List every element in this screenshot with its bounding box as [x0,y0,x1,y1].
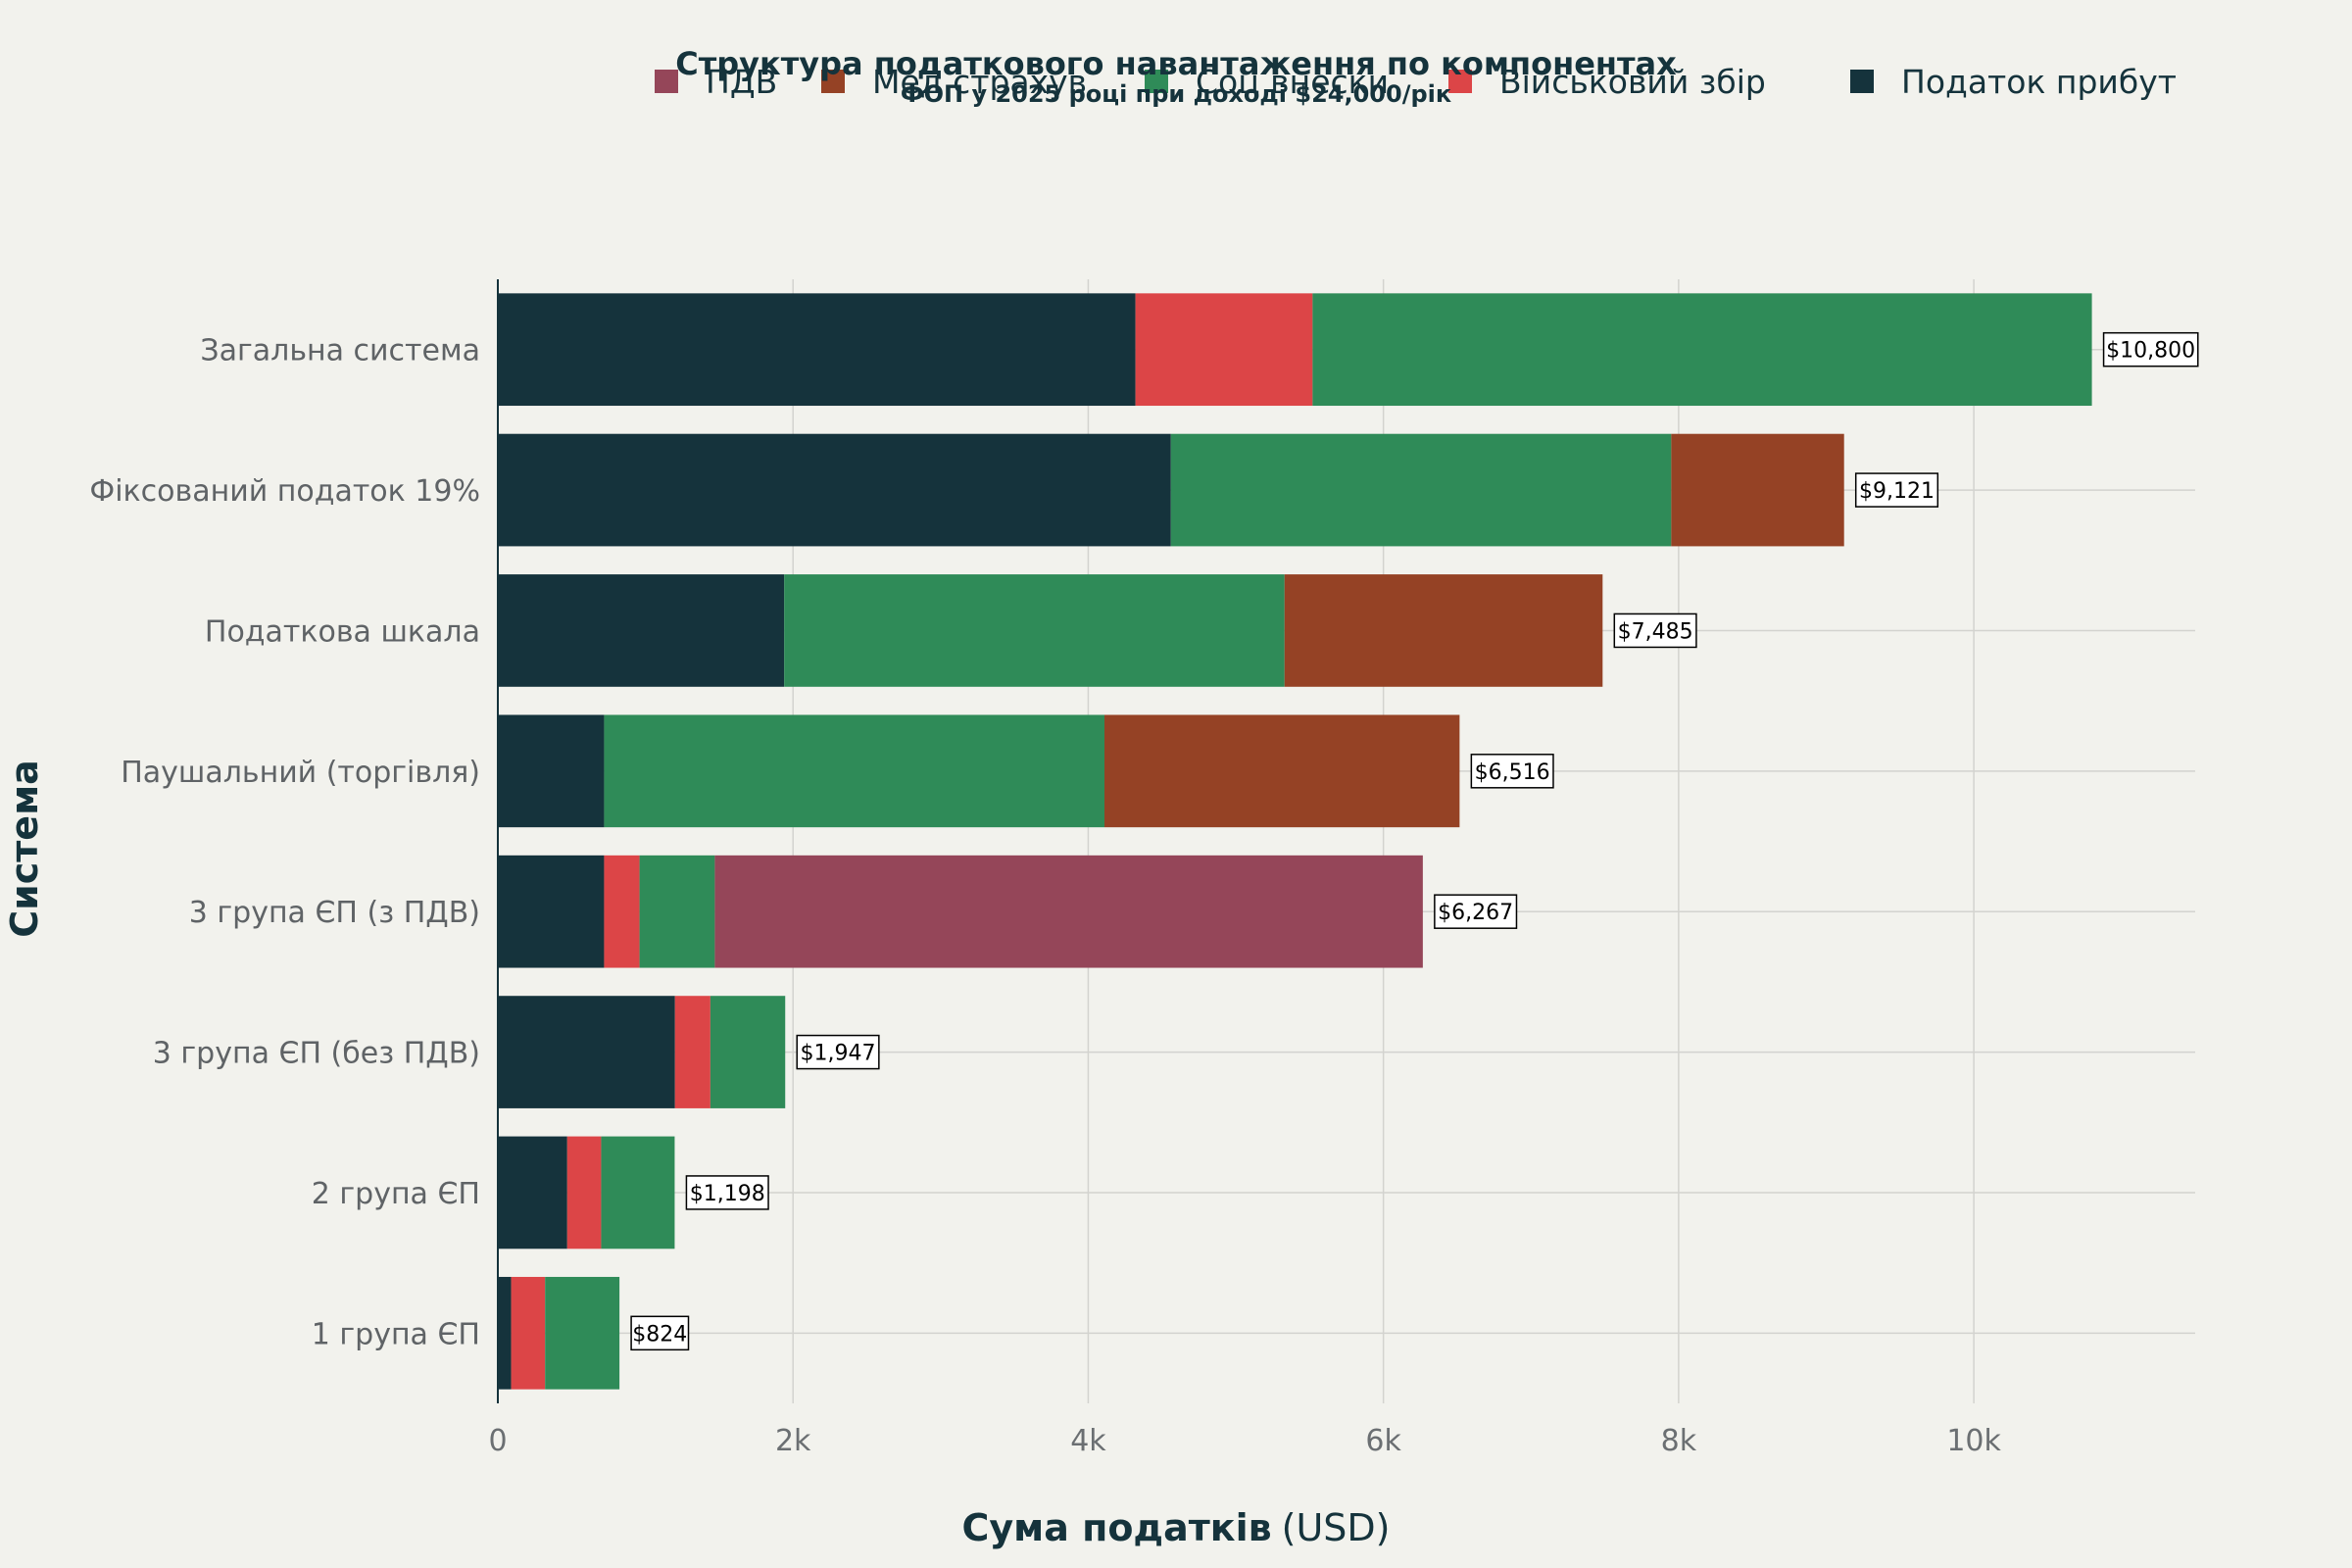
bar-segment [604,714,1105,828]
bar-segment [1104,714,1460,828]
x-axis-title-main: Сума податків [961,1506,1271,1549]
bar-segment [498,996,675,1108]
total-label-box [1613,612,1697,649]
total-label-box [1470,754,1554,789]
bar-segment [784,574,1285,687]
total-label: $10,800 [2106,339,2195,364]
category-label: 2 група ЄП [312,1177,480,1211]
category-label: 1 група ЄП [312,1317,480,1351]
bar-segment [498,1136,567,1250]
legend-label: Військовий збір [1499,63,1766,101]
legend-swatch [1850,70,1874,93]
x-tick-label: 0 [488,1424,507,1458]
bar-segment [714,855,1423,968]
total-label-box [630,1315,690,1351]
bar-segment [674,996,710,1108]
legend-swatch [1145,70,1168,93]
total-label: $6,516 [1475,760,1550,785]
bar-segment [601,1136,675,1250]
legend-label: Мед страхув [872,63,1087,101]
x-tick-label: 4k [1070,1424,1106,1458]
bar-segment [498,433,1171,547]
legend-label: ПДВ [706,63,777,101]
legend: ПДВ Мед страхув Соц внески Військовий збір П… [655,63,2177,101]
total-label: $9,121 [1859,479,1935,504]
bar-segment [1312,293,2092,407]
bar-segment [1671,433,1844,547]
total-label-box [1434,894,1518,929]
category-label: Загальна система [200,334,480,368]
total-label-box [796,1034,880,1070]
bar-segment [498,1276,512,1390]
bar-segment [710,996,786,1108]
total-label-box [1854,472,1939,508]
chart-title: Структура податкового навантаження по ко… [675,45,1677,82]
bar-segment [604,855,640,968]
chart-subtitle: ФОП у 2025 році при доході $24,000/рік [901,80,1451,108]
bars-layer [498,293,2092,1390]
bar-segment [639,855,715,968]
category-label: 3 група ЄП (з ПДВ) [189,896,480,930]
total-label-box [2102,331,2199,368]
category-label: 3 група ЄП (без ПДВ) [153,1037,480,1071]
legend-label: Податок прибут [1901,63,2177,101]
y-axis-title: Система [3,760,46,938]
category-label: Фіксований податок 19% [89,474,480,509]
x-tick-label: 8k [1661,1424,1697,1458]
bar-segment [1135,293,1313,407]
x-axis-title: Сума податків (USD) [961,1506,1390,1549]
total-label: $1,947 [801,1042,876,1066]
labels-layer: 0 2k 4k 6k 8k 10k Загальна система Фіксований п… [89,331,2199,1458]
category-label: Паушальний (торгівля) [121,756,480,790]
total-label: $7,485 [1618,619,1693,644]
x-tick-label: 6k [1365,1424,1401,1458]
x-tick-label: 2k [775,1424,811,1458]
total-label: $1,198 [690,1182,765,1206]
total-label: $824 [632,1322,687,1347]
bar-segment [1170,433,1672,547]
legend-label: Соц внески [1196,63,1389,101]
legend-swatch [821,70,845,93]
category-label: Податкова шкала [205,614,480,649]
total-label: $6,267 [1438,901,1513,925]
legend-swatch [655,70,678,93]
bar-segment [511,1276,546,1390]
legend-swatch [1448,70,1472,93]
bar-segment [498,855,605,968]
bar-segment [498,714,605,828]
total-label-box [685,1175,769,1210]
bar-segment [566,1136,602,1250]
x-axis-title-unit: (USD) [1282,1506,1391,1549]
bar-segment [498,293,1136,407]
x-tick-label: 10k [1946,1424,2001,1458]
bar-segment [545,1276,620,1390]
bar-segment [498,574,785,687]
bar-segment [1284,574,1603,687]
